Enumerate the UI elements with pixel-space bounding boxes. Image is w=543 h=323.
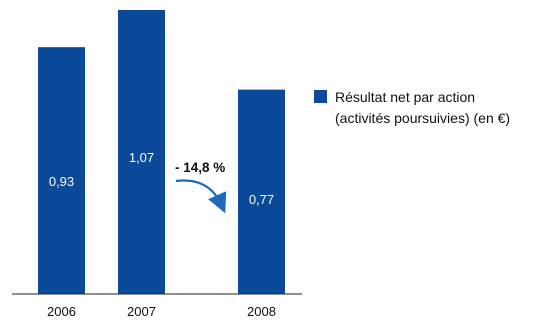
change-arrow-icon (175, 179, 227, 214)
x-tick-labels: 2006 2007 2008 (47, 304, 276, 319)
change-annotation: - 14,8 % (175, 160, 227, 214)
x-tick-label-2008: 2008 (247, 304, 276, 319)
bar-2006 (38, 47, 85, 295)
legend-label-line-2: (activités poursuivies) (en €) (335, 110, 510, 126)
legend-label-line-1: Résultat net par action (335, 89, 475, 105)
x-tick-label-2006: 2006 (47, 304, 76, 319)
bar-2007 (118, 10, 165, 294)
x-tick-label-2007: 2007 (127, 304, 156, 319)
bar-value-label-2007: 1,07 (129, 150, 154, 165)
bar-value-labels: 0,93 1,07 0,77 (49, 150, 274, 207)
legend-swatch (314, 90, 327, 103)
bar-2008 (238, 89, 285, 295)
legend: Résultat net par action (activités pours… (314, 89, 510, 126)
bar-value-label-2006: 0,93 (49, 174, 74, 189)
bars-layer (38, 10, 285, 295)
bar-value-label-2008: 0,77 (249, 192, 274, 207)
change-annotation-label: - 14,8 % (175, 160, 225, 175)
